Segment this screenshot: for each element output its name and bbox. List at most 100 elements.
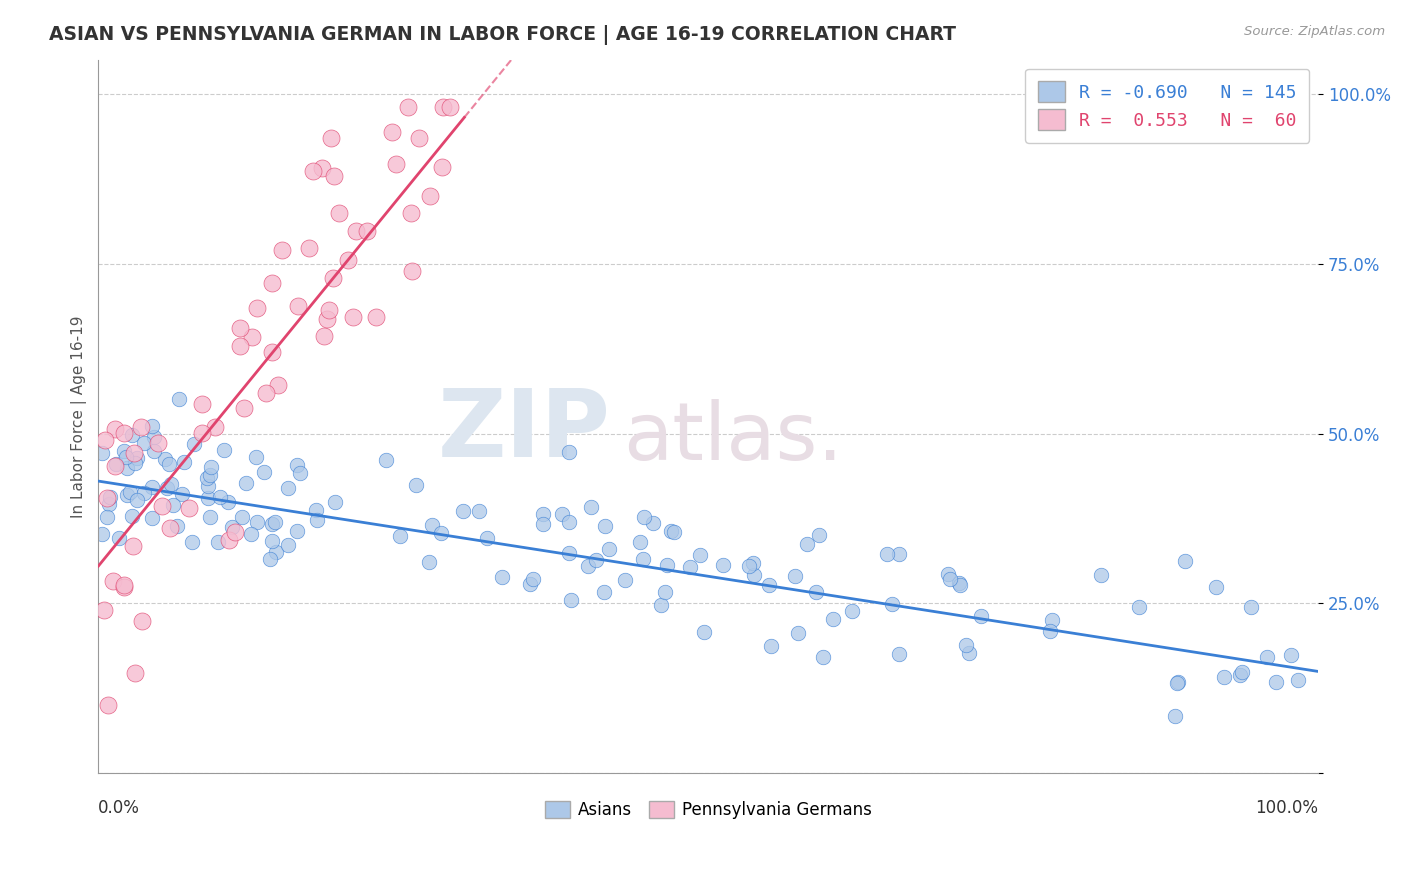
Point <box>970 608 993 623</box>
Point <box>195 471 218 485</box>
Point <box>558 546 581 560</box>
Point <box>887 647 910 661</box>
Point <box>598 542 620 557</box>
Point <box>197 478 219 492</box>
Y-axis label: In Labor Force | Age 16-19: In Labor Force | Age 16-19 <box>72 315 87 517</box>
Point <box>239 526 262 541</box>
Point <box>337 252 360 267</box>
Point <box>1166 676 1188 690</box>
Point <box>108 531 131 545</box>
Point <box>581 500 603 514</box>
Point <box>104 422 127 436</box>
Point <box>240 329 263 343</box>
Point <box>167 392 190 406</box>
Point <box>936 566 959 581</box>
Point <box>98 497 121 511</box>
Point <box>783 568 806 582</box>
Point <box>419 188 441 202</box>
Point <box>650 598 672 612</box>
Point <box>235 476 257 491</box>
Point <box>787 626 810 640</box>
Point <box>558 445 581 459</box>
Point <box>491 569 513 583</box>
Point <box>141 418 163 433</box>
Point <box>841 604 863 618</box>
Point <box>451 503 474 517</box>
Point <box>1090 568 1112 582</box>
Point <box>364 310 387 325</box>
Point <box>1286 673 1309 687</box>
Point <box>246 515 269 529</box>
Point <box>112 578 135 592</box>
Point <box>322 169 344 183</box>
Point <box>112 580 135 594</box>
Point <box>200 460 222 475</box>
Point <box>631 552 654 566</box>
Point <box>97 698 120 713</box>
Point <box>662 524 685 539</box>
Point <box>401 206 423 220</box>
Point <box>759 640 782 654</box>
Point <box>375 453 398 467</box>
Point <box>1167 674 1189 689</box>
Point <box>260 276 283 290</box>
Point <box>1174 554 1197 568</box>
Point <box>432 161 454 175</box>
Point <box>105 457 128 471</box>
Point <box>939 572 962 586</box>
Point <box>277 481 299 495</box>
Point <box>183 437 205 451</box>
Point <box>166 519 188 533</box>
Point <box>1265 674 1288 689</box>
Point <box>115 488 138 502</box>
Point <box>129 420 152 434</box>
Point <box>118 485 141 500</box>
Point <box>356 224 378 238</box>
Point <box>420 517 443 532</box>
Point <box>96 491 118 505</box>
Point <box>285 524 308 539</box>
Point <box>396 100 419 114</box>
Point <box>298 241 321 255</box>
Point <box>742 567 765 582</box>
Point <box>141 510 163 524</box>
Point <box>305 502 328 516</box>
Point <box>253 465 276 479</box>
Point <box>260 534 283 549</box>
Point <box>98 491 121 505</box>
Point <box>432 100 454 114</box>
Point <box>124 456 146 470</box>
Point <box>418 555 440 569</box>
Point <box>259 552 281 566</box>
Point <box>576 559 599 574</box>
Point <box>551 507 574 521</box>
Point <box>124 666 146 681</box>
Point <box>401 264 423 278</box>
Point <box>876 547 898 561</box>
Point <box>654 585 676 599</box>
Point <box>218 533 240 547</box>
Point <box>738 559 761 574</box>
Point <box>285 458 308 472</box>
Point <box>132 436 155 450</box>
Point <box>207 535 229 549</box>
Point <box>198 468 221 483</box>
Point <box>592 585 614 599</box>
Point <box>245 450 267 464</box>
Point <box>742 556 765 570</box>
Point <box>325 495 347 509</box>
Point <box>1039 624 1062 638</box>
Point <box>112 426 135 441</box>
Point <box>197 491 219 505</box>
Point <box>316 311 339 326</box>
Point <box>131 614 153 628</box>
Point <box>531 516 554 531</box>
Point <box>641 516 664 530</box>
Point <box>693 624 716 639</box>
Text: ASIAN VS PENNSYLVANIA GERMAN IN LABOR FORCE | AGE 16-19 CORRELATION CHART: ASIAN VS PENNSYLVANIA GERMAN IN LABOR FO… <box>49 25 956 45</box>
Point <box>96 509 118 524</box>
Point <box>613 573 636 587</box>
Point <box>560 593 582 607</box>
Point <box>322 271 344 285</box>
Point <box>143 430 166 444</box>
